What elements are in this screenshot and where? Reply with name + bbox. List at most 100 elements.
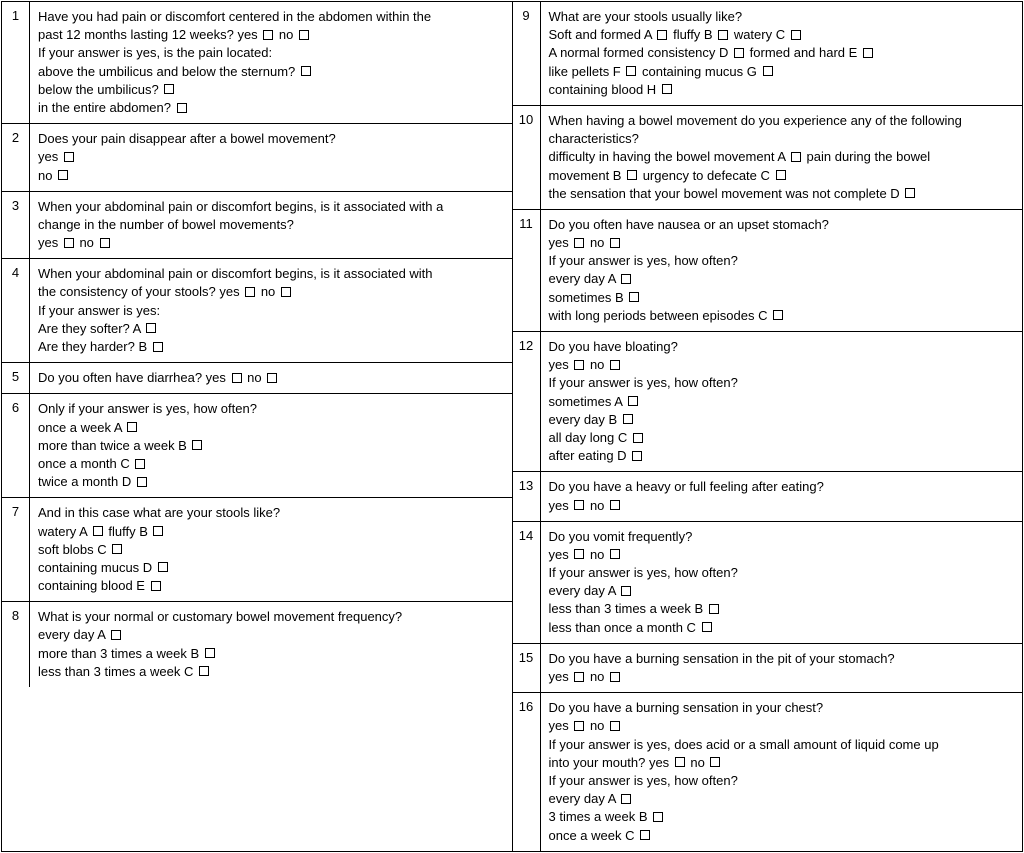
text-segment: When having a bowel movement do you expe…	[549, 113, 962, 128]
question-content: Only if your answer is yes, how often?on…	[30, 394, 512, 497]
checkbox-icon[interactable]	[153, 342, 163, 352]
checkbox-icon[interactable]	[127, 422, 137, 432]
text-segment: If your answer is yes, how often?	[549, 773, 738, 788]
checkbox-icon[interactable]	[299, 30, 309, 40]
checkbox-icon[interactable]	[93, 526, 103, 536]
checkbox-icon[interactable]	[135, 459, 145, 469]
checkbox-icon[interactable]	[112, 544, 122, 554]
checkbox-icon[interactable]	[100, 238, 110, 248]
checkbox-icon[interactable]	[610, 500, 620, 510]
text-segment: When your abdominal pain or discomfort b…	[38, 199, 443, 214]
checkbox-icon[interactable]	[146, 323, 156, 333]
checkbox-icon[interactable]	[863, 48, 873, 58]
question-line: more than twice a week B	[38, 437, 504, 455]
checkbox-icon[interactable]	[58, 170, 68, 180]
checkbox-icon[interactable]	[574, 549, 584, 559]
checkbox-icon[interactable]	[610, 549, 620, 559]
checkbox-icon[interactable]	[574, 721, 584, 731]
checkbox-icon[interactable]	[232, 373, 242, 383]
text-segment: If your answer is yes, does acid or a sm…	[549, 737, 939, 752]
checkbox-icon[interactable]	[610, 238, 620, 248]
text-segment: in the entire abdomen?	[38, 100, 175, 115]
checkbox-icon[interactable]	[192, 440, 202, 450]
question-line: sometimes B	[549, 289, 1015, 307]
question-row: 16Do you have a burning sensation in you…	[513, 693, 1023, 851]
checkbox-icon[interactable]	[621, 274, 631, 284]
checkbox-icon[interactable]	[267, 373, 277, 383]
checkbox-icon[interactable]	[626, 66, 636, 76]
question-content: Do you have a burning sensation in your …	[541, 693, 1023, 851]
text-segment: into your mouth? yes	[549, 755, 673, 770]
checkbox-icon[interactable]	[301, 66, 311, 76]
text-segment: yes	[549, 718, 573, 733]
question-line: Do you often have diarrhea? yes no	[38, 369, 504, 387]
text-segment: once a week C	[549, 828, 639, 843]
question-row: 6Only if your answer is yes, how often?o…	[2, 394, 512, 498]
text-segment: above the umbilicus and below the sternu…	[38, 64, 299, 79]
checkbox-icon[interactable]	[640, 830, 650, 840]
text-segment: more than twice a week B	[38, 438, 190, 453]
checkbox-icon[interactable]	[734, 48, 744, 58]
checkbox-icon[interactable]	[776, 170, 786, 180]
checkbox-icon[interactable]	[205, 648, 215, 658]
checkbox-icon[interactable]	[281, 287, 291, 297]
checkbox-icon[interactable]	[158, 562, 168, 572]
question-line: Do you have a burning sensation in your …	[549, 699, 1015, 717]
checkbox-icon[interactable]	[702, 622, 712, 632]
checkbox-icon[interactable]	[574, 672, 584, 682]
checkbox-icon[interactable]	[709, 604, 719, 614]
checkbox-icon[interactable]	[791, 30, 801, 40]
checkbox-icon[interactable]	[657, 30, 667, 40]
question-content: When your abdominal pain or discomfort b…	[30, 259, 512, 362]
checkbox-icon[interactable]	[632, 451, 642, 461]
checkbox-icon[interactable]	[137, 477, 147, 487]
question-line: When having a bowel movement do you expe…	[549, 112, 1015, 130]
checkbox-icon[interactable]	[574, 500, 584, 510]
checkbox-icon[interactable]	[574, 238, 584, 248]
checkbox-icon[interactable]	[199, 666, 209, 676]
question-line: once a month C	[38, 455, 504, 473]
checkbox-icon[interactable]	[245, 287, 255, 297]
checkbox-icon[interactable]	[610, 672, 620, 682]
text-segment: every day A	[549, 791, 620, 806]
question-line: Does your pain disappear after a bowel m…	[38, 130, 504, 148]
checkbox-icon[interactable]	[628, 396, 638, 406]
checkbox-icon[interactable]	[710, 757, 720, 767]
checkbox-icon[interactable]	[151, 581, 161, 591]
checkbox-icon[interactable]	[623, 414, 633, 424]
checkbox-icon[interactable]	[629, 292, 639, 302]
checkbox-icon[interactable]	[763, 66, 773, 76]
checkbox-icon[interactable]	[574, 360, 584, 370]
checkbox-icon[interactable]	[675, 757, 685, 767]
text-segment: containing mucus D	[38, 560, 156, 575]
checkbox-icon[interactable]	[905, 188, 915, 198]
checkbox-icon[interactable]	[621, 586, 631, 596]
checkbox-icon[interactable]	[610, 360, 620, 370]
checkbox-icon[interactable]	[718, 30, 728, 40]
checkbox-icon[interactable]	[653, 812, 663, 822]
checkbox-icon[interactable]	[773, 310, 783, 320]
question-number: 1	[2, 2, 30, 123]
checkbox-icon[interactable]	[64, 238, 74, 248]
checkbox-icon[interactable]	[633, 433, 643, 443]
checkbox-icon[interactable]	[153, 526, 163, 536]
checkbox-icon[interactable]	[263, 30, 273, 40]
question-line: every day B	[549, 411, 1015, 429]
question-content: What is your normal or customary bowel m…	[30, 602, 512, 687]
question-line: twice a month D	[38, 473, 504, 491]
checkbox-icon[interactable]	[64, 152, 74, 162]
checkbox-icon[interactable]	[111, 630, 121, 640]
text-segment: no	[586, 235, 608, 250]
checkbox-icon[interactable]	[610, 721, 620, 731]
question-line: below the umbilicus?	[38, 81, 504, 99]
checkbox-icon[interactable]	[791, 152, 801, 162]
checkbox-icon[interactable]	[177, 103, 187, 113]
text-segment: like pellets F	[549, 64, 625, 79]
checkbox-icon[interactable]	[621, 794, 631, 804]
checkbox-icon[interactable]	[164, 84, 174, 94]
text-segment: every day A	[549, 583, 620, 598]
question-line: If your answer is yes, is the pain locat…	[38, 44, 504, 62]
checkbox-icon[interactable]	[662, 84, 672, 94]
checkbox-icon[interactable]	[627, 170, 637, 180]
question-line: watery A fluffy B	[38, 523, 504, 541]
